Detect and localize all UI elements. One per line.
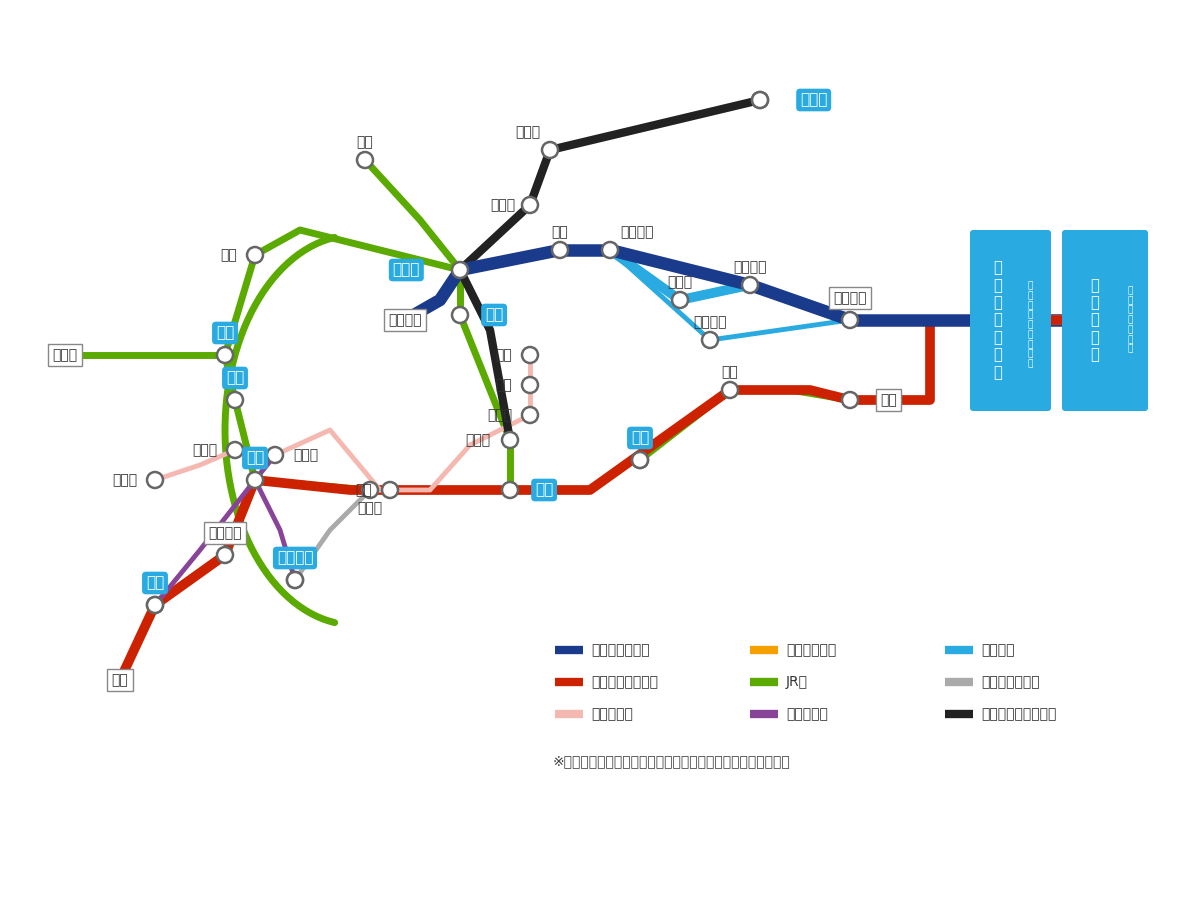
Text: 東京: 東京 bbox=[535, 482, 553, 498]
Text: 京成上野: 京成上野 bbox=[389, 313, 421, 327]
Circle shape bbox=[58, 347, 73, 363]
Circle shape bbox=[522, 347, 538, 363]
Circle shape bbox=[502, 482, 518, 498]
Circle shape bbox=[842, 312, 858, 328]
Text: 上野: 上野 bbox=[485, 308, 503, 322]
Text: つくばエクスプレス: つくばエクスプレス bbox=[982, 707, 1056, 721]
Text: 北千住: 北千住 bbox=[490, 198, 515, 212]
Text: 新橋: 新橋 bbox=[355, 483, 372, 497]
Text: 東京モノレール: 東京モノレール bbox=[982, 675, 1039, 689]
Circle shape bbox=[752, 92, 768, 108]
Text: 第
１
タ
ー
ミ
ナ
ル: 第 １ タ ー ミ ナ ル bbox=[1127, 286, 1133, 354]
Circle shape bbox=[522, 377, 538, 393]
Circle shape bbox=[842, 392, 858, 408]
Text: 大宮: 大宮 bbox=[356, 135, 373, 149]
Circle shape bbox=[452, 262, 468, 278]
Text: 都営浅草線: 都営浅草線 bbox=[592, 707, 632, 721]
Text: 京成高砂: 京成高砂 bbox=[620, 225, 654, 239]
Circle shape bbox=[552, 242, 568, 258]
Circle shape bbox=[112, 672, 128, 688]
Circle shape bbox=[702, 332, 718, 348]
Text: 浅草: 浅草 bbox=[496, 378, 512, 392]
Text: 品川: 品川 bbox=[246, 451, 264, 465]
Text: 京浜急行線: 京浜急行線 bbox=[786, 707, 828, 721]
Text: 京成船橋: 京成船橋 bbox=[694, 315, 727, 329]
Text: 押上: 押上 bbox=[496, 348, 512, 362]
Circle shape bbox=[148, 472, 163, 488]
Circle shape bbox=[227, 442, 242, 458]
Text: 秋葉原: 秋葉原 bbox=[464, 433, 490, 447]
Circle shape bbox=[358, 152, 373, 168]
Text: JR線: JR線 bbox=[786, 675, 808, 689]
Text: 羽田空港: 羽田空港 bbox=[277, 551, 313, 565]
Circle shape bbox=[632, 452, 648, 468]
Text: 千葉: 千葉 bbox=[631, 430, 649, 446]
Circle shape bbox=[247, 472, 263, 488]
Text: 横浜: 横浜 bbox=[146, 575, 164, 590]
Text: 青砥: 青砥 bbox=[552, 225, 569, 239]
Text: 西馬込: 西馬込 bbox=[112, 473, 137, 487]
Text: 泉岳寺: 泉岳寺 bbox=[293, 448, 318, 462]
Text: 新鎌ヶ谷: 新鎌ヶ谷 bbox=[733, 260, 767, 274]
FancyBboxPatch shape bbox=[1062, 230, 1148, 411]
Text: 空
港
第
２
ビ
ル
駅: 空 港 第 ２ ビ ル 駅 bbox=[994, 260, 1002, 380]
Circle shape bbox=[148, 597, 163, 613]
Text: 池袋: 池袋 bbox=[221, 248, 238, 262]
Text: つくば: つくば bbox=[800, 93, 827, 107]
Circle shape bbox=[217, 547, 233, 563]
Circle shape bbox=[247, 247, 263, 263]
Text: 成
田
空
港
駅: 成 田 空 港 駅 bbox=[1091, 278, 1099, 363]
Circle shape bbox=[148, 597, 163, 613]
Text: 八王子: 八王子 bbox=[53, 348, 78, 362]
Circle shape bbox=[672, 292, 688, 308]
Text: 武蔵小杉: 武蔵小杉 bbox=[209, 526, 241, 540]
Text: 日暮里: 日暮里 bbox=[392, 263, 420, 277]
Circle shape bbox=[287, 572, 302, 588]
Text: ※一部のスカイライナーは青砂駅・新鈔ヶ谷駅に停車します。: ※一部のスカイライナーは青砂駅・新鈔ヶ谷駅に停車します。 bbox=[553, 754, 791, 768]
Text: スカイライナー: スカイライナー bbox=[592, 643, 649, 657]
Circle shape bbox=[287, 572, 302, 588]
Circle shape bbox=[742, 277, 758, 293]
Circle shape bbox=[632, 452, 648, 468]
Text: 成田エクスプレス: 成田エクスプレス bbox=[592, 675, 658, 689]
Text: 成田: 成田 bbox=[880, 393, 896, 407]
Text: 第
２
・
３
タ
ー
ミ
ナ
ル: 第 ２ ・ ３ タ ー ミ ナ ル bbox=[1027, 282, 1033, 368]
Text: 五反田: 五反田 bbox=[192, 443, 217, 457]
Text: 船橋: 船橋 bbox=[721, 365, 738, 379]
Text: 京成成田: 京成成田 bbox=[833, 291, 866, 305]
Circle shape bbox=[542, 142, 558, 158]
FancyBboxPatch shape bbox=[970, 230, 1051, 411]
Text: 浜松町: 浜松町 bbox=[358, 501, 383, 515]
Text: 浅草橋: 浅草橋 bbox=[487, 408, 512, 422]
Text: 東松戸: 東松戸 bbox=[667, 275, 692, 289]
Text: 渋谷: 渋谷 bbox=[226, 371, 244, 385]
Circle shape bbox=[362, 482, 378, 498]
Circle shape bbox=[752, 92, 768, 108]
Circle shape bbox=[452, 307, 468, 323]
Circle shape bbox=[602, 242, 618, 258]
Circle shape bbox=[382, 482, 398, 498]
Circle shape bbox=[522, 197, 538, 213]
Text: 新宿: 新宿 bbox=[216, 326, 234, 340]
Text: 京成本線: 京成本線 bbox=[982, 643, 1014, 657]
Circle shape bbox=[502, 432, 518, 448]
Circle shape bbox=[266, 447, 283, 463]
Circle shape bbox=[227, 392, 242, 408]
Circle shape bbox=[522, 407, 538, 423]
Text: 大船: 大船 bbox=[112, 673, 128, 687]
Text: アクセス特急: アクセス特急 bbox=[786, 643, 836, 657]
Text: 南流山: 南流山 bbox=[515, 125, 540, 139]
Circle shape bbox=[217, 347, 233, 363]
Circle shape bbox=[722, 382, 738, 398]
